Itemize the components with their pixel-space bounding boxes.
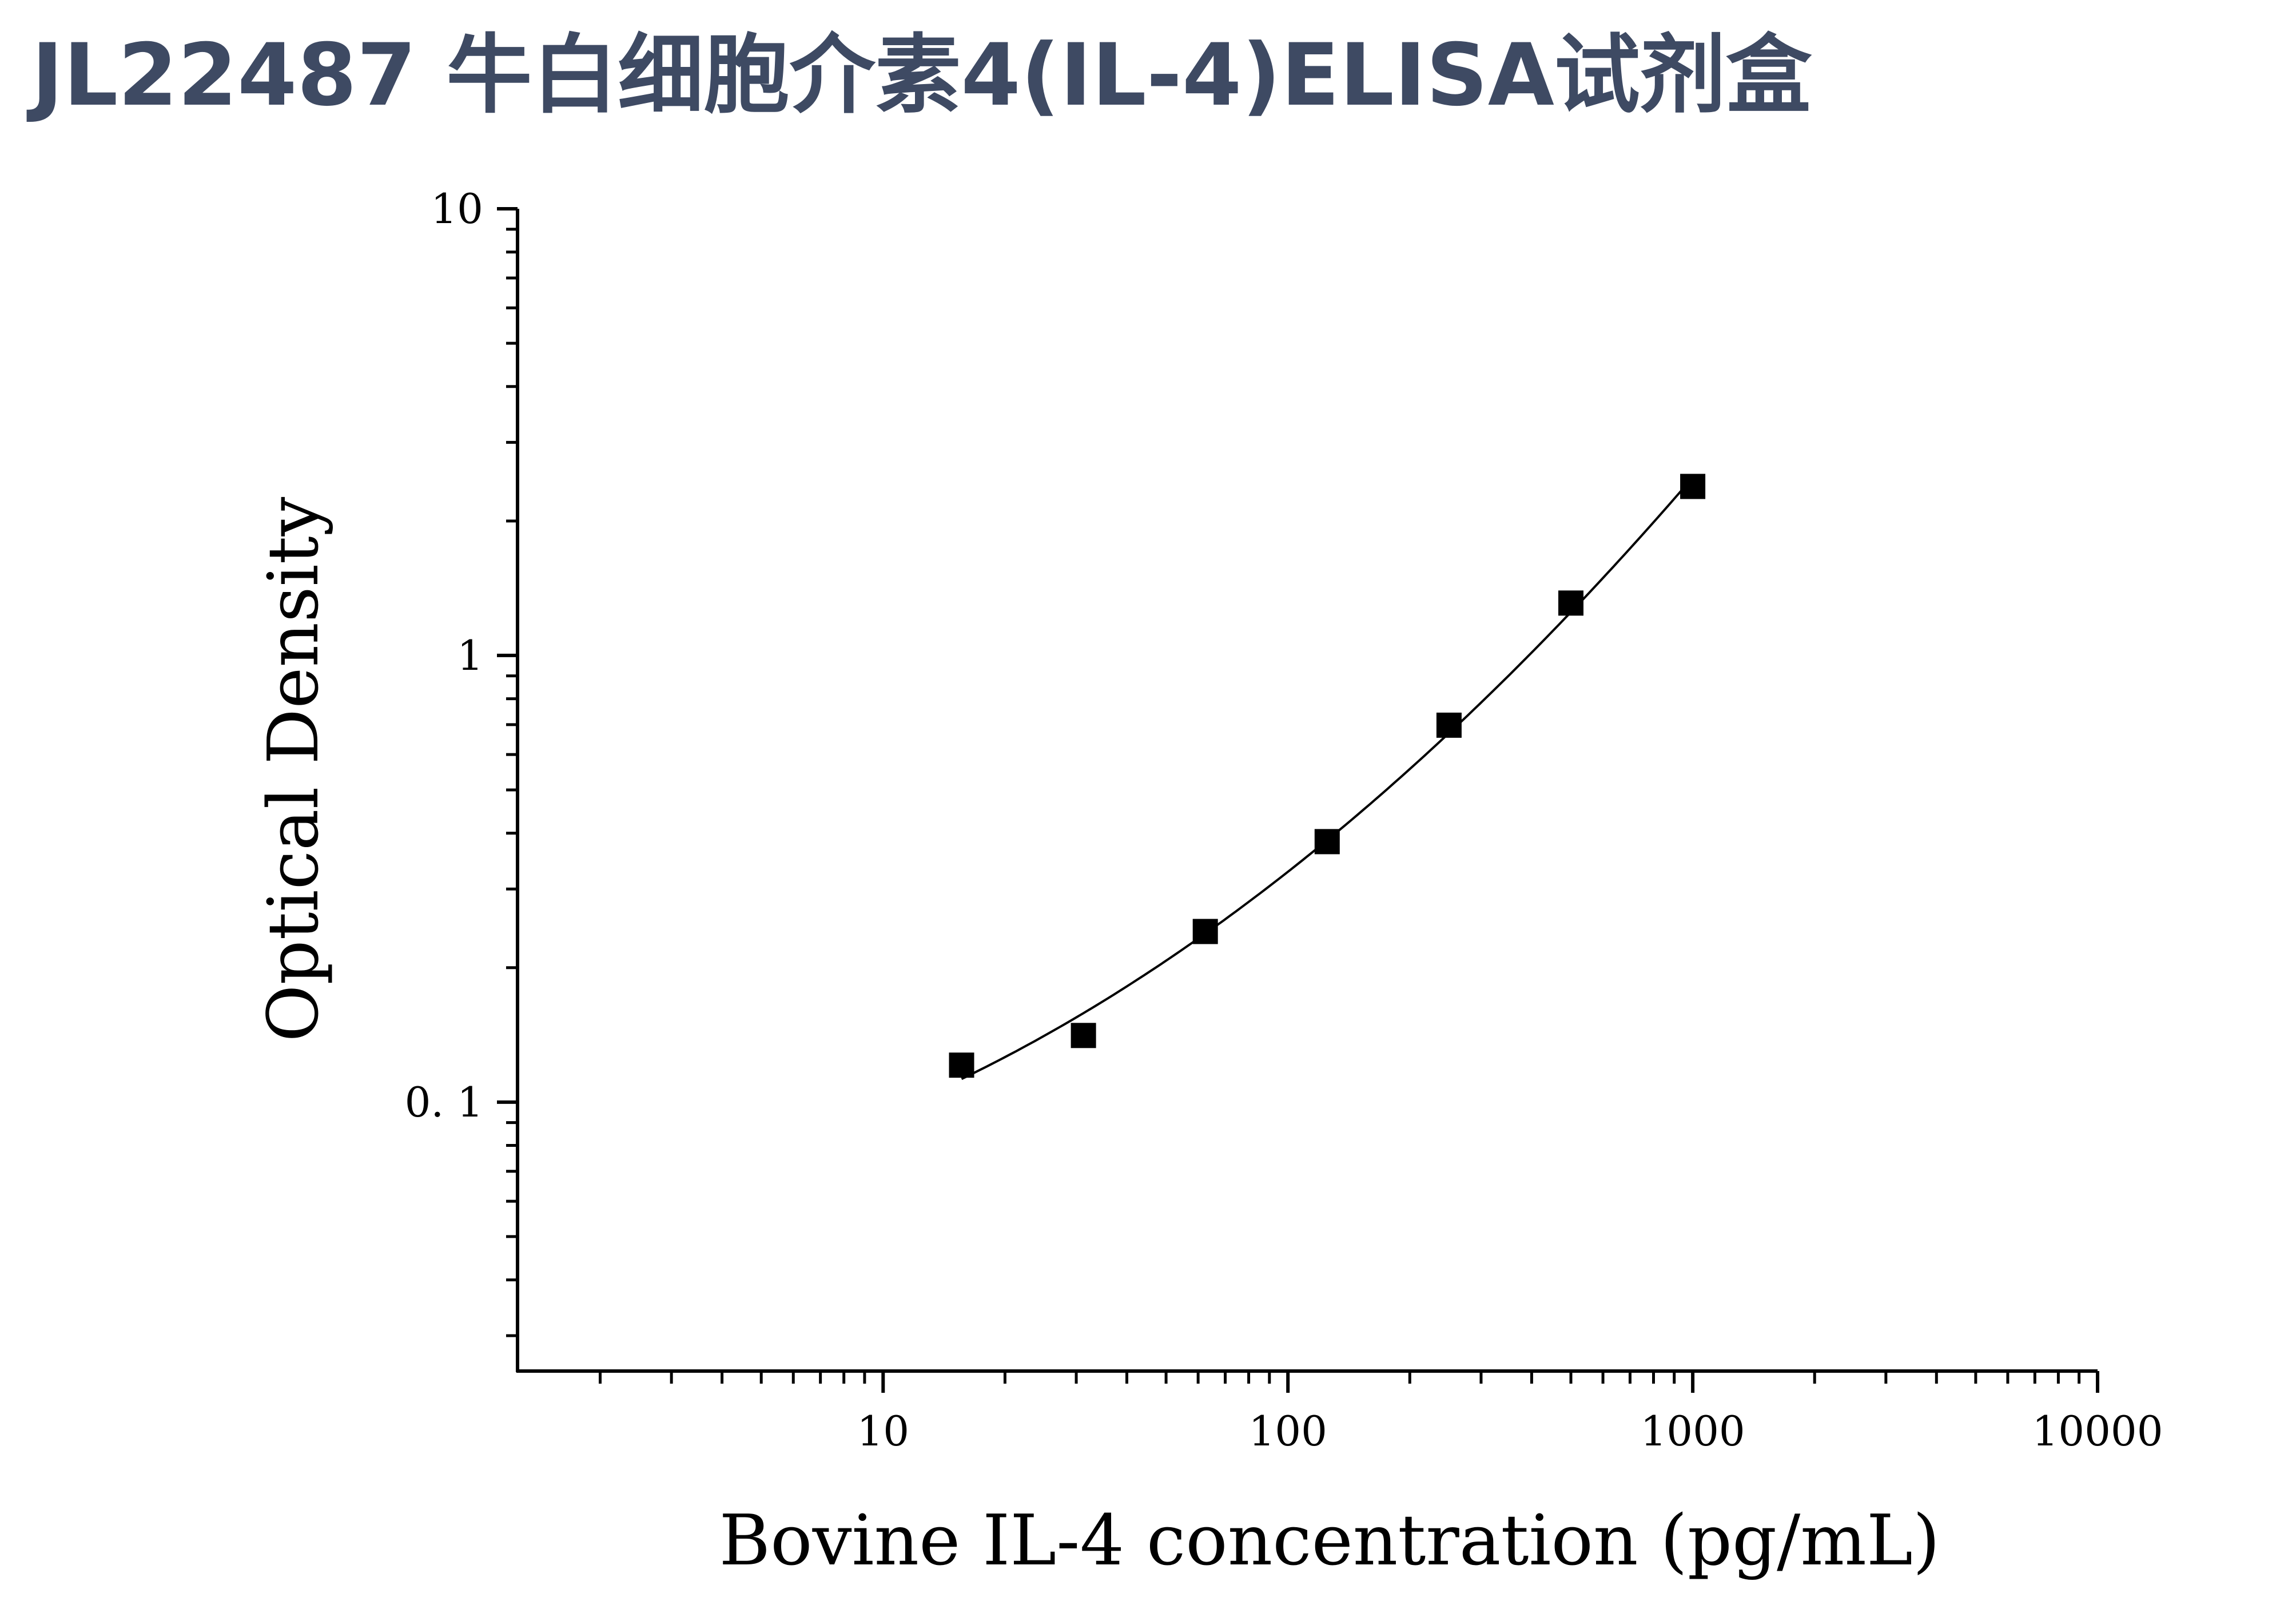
data-point [1192,919,1218,944]
page-title: JL22487 牛白细胞介素4(IL-4)ELISA试剂盒 [31,26,1812,125]
y-axis-title: Optical Density [253,496,334,1042]
y-tick-label: 10 [431,185,483,233]
x-tick-label: 1000 [1640,1407,1745,1455]
data-points [949,474,1706,1078]
fit-curve [961,476,1694,1080]
data-point [1436,712,1462,738]
data-point [1680,474,1706,499]
x-tick-label: 10000 [2032,1407,2163,1455]
x-tick-label: 100 [1248,1407,1327,1455]
y-tick-label: 1 [457,631,483,680]
y-tick-label: 0. 1 [405,1078,483,1126]
data-point [1314,829,1340,855]
data-point [1558,590,1583,616]
y-axis: 0. 1 1 10 [405,185,519,1372]
x-axis-title: Bovine IL-4 concentration (pg/mL) [719,1500,1940,1581]
data-point [1071,1023,1096,1048]
x-tick-label: 10 [857,1407,909,1455]
data-point [949,1052,974,1078]
x-axis: 10 100 1000 10000 [516,1369,2163,1455]
